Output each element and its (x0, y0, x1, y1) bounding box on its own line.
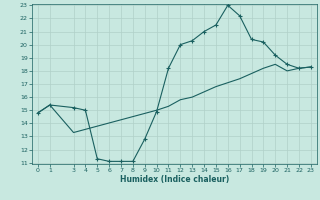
X-axis label: Humidex (Indice chaleur): Humidex (Indice chaleur) (120, 175, 229, 184)
